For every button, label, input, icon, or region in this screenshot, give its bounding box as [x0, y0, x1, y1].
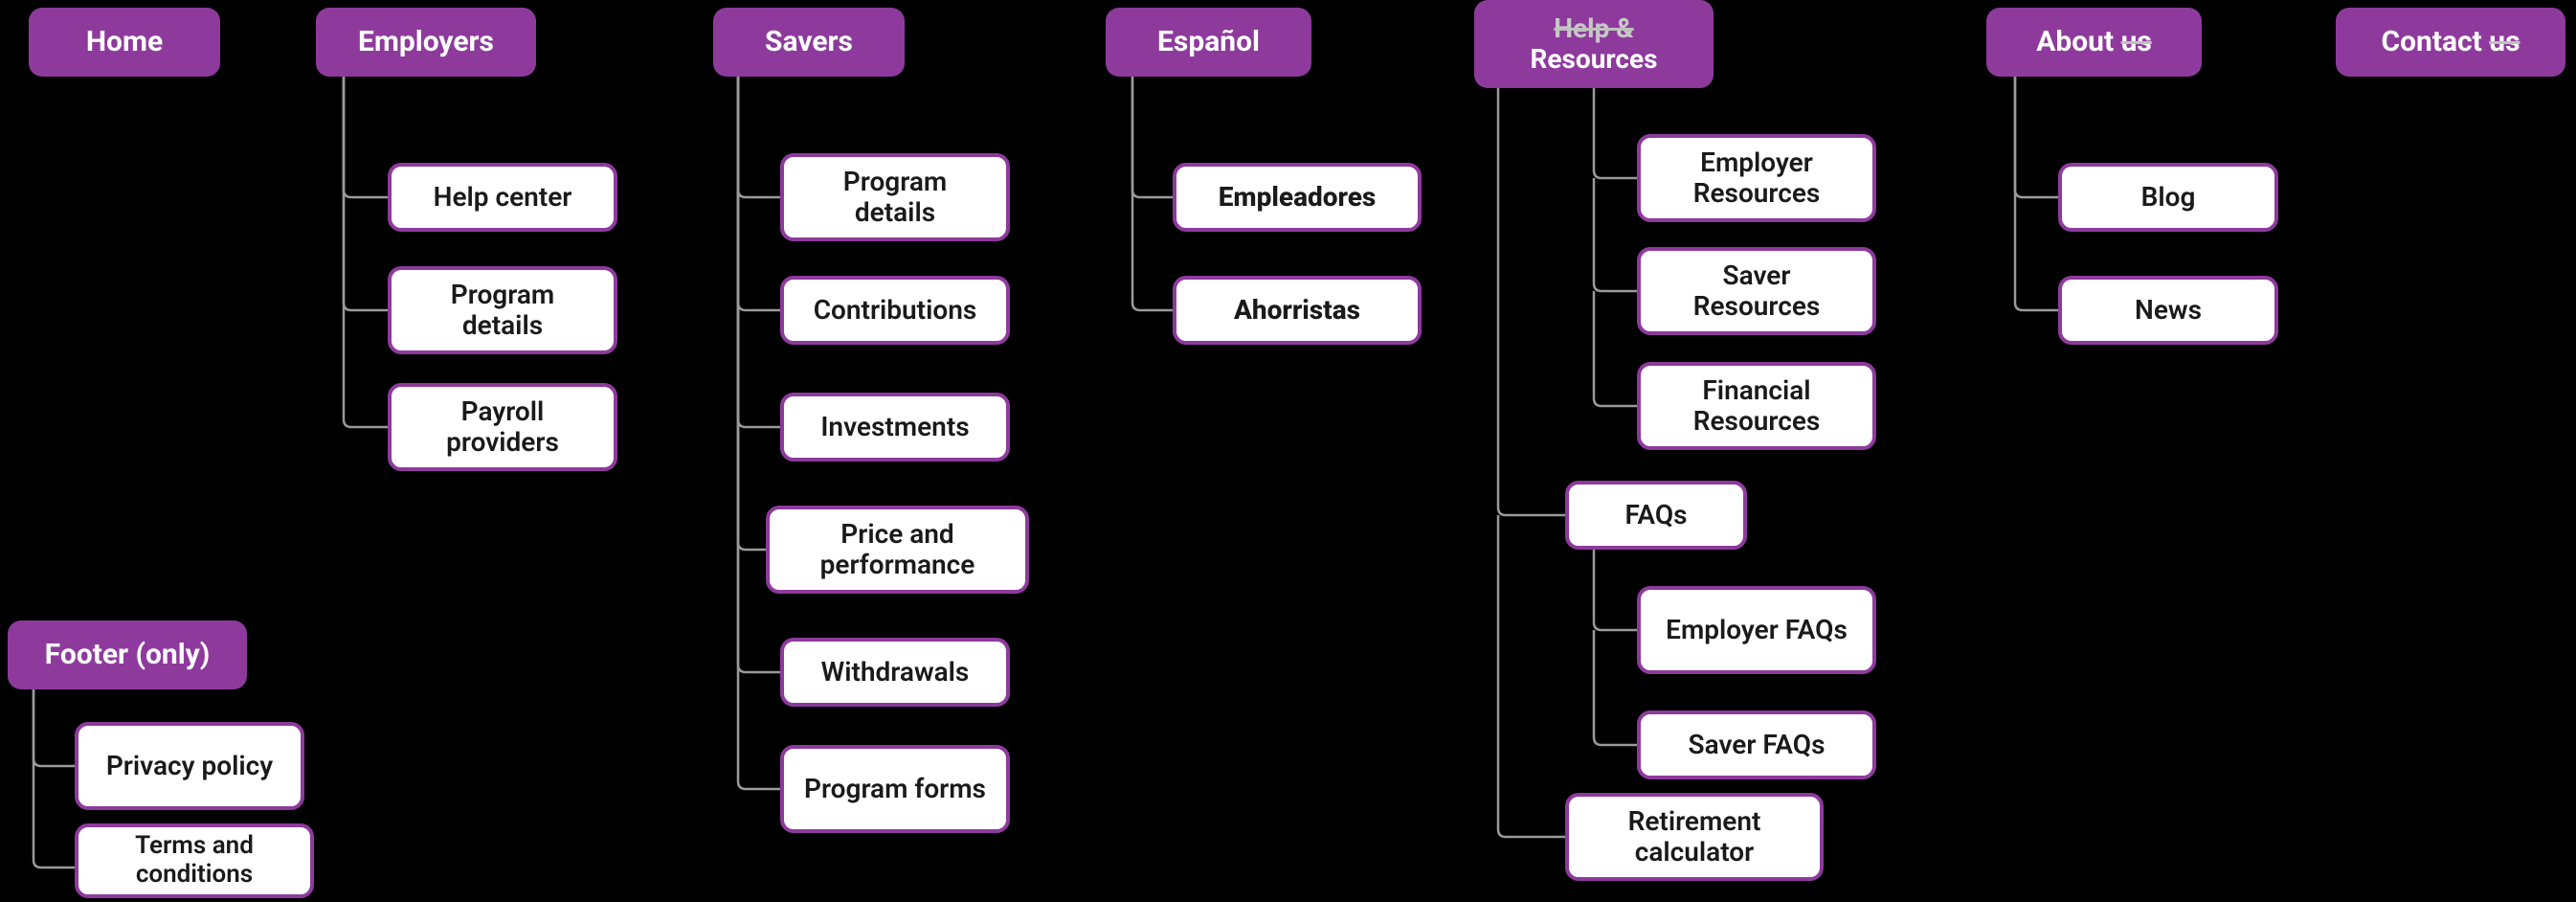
root-savers[interactable]: Savers	[713, 8, 905, 77]
child-savers-3[interactable]: Price and performance	[766, 506, 1029, 594]
connector-lines	[0, 0, 2576, 902]
root-help[interactable]: Help & Resources	[1474, 0, 1714, 88]
root-about-label: About us	[2036, 26, 2152, 59]
child-help-g1-2[interactable]: Financial Resources	[1637, 362, 1876, 450]
root-help-label: Help & Resources	[1530, 13, 1657, 75]
child-about-1[interactable]: News	[2058, 276, 2278, 345]
root-contact-label: Contact us	[2381, 26, 2520, 59]
child-help-faqs-0[interactable]: Employer FAQs	[1637, 586, 1876, 674]
root-employers-label: Employers	[358, 26, 494, 59]
root-footer-label: Footer (only)	[45, 639, 211, 672]
child-employers-2[interactable]: Payroll providers	[388, 383, 617, 471]
child-employers-0[interactable]: Help center	[388, 163, 617, 232]
child-savers-0[interactable]: Program details	[780, 153, 1010, 241]
child-savers-4[interactable]: Withdrawals	[780, 638, 1010, 707]
child-espanol-0[interactable]: Empleadores	[1173, 163, 1422, 232]
root-home[interactable]: Home	[29, 8, 220, 77]
child-savers-1[interactable]: Contributions	[780, 276, 1010, 345]
child-help-calc[interactable]: Retirement calculator	[1565, 793, 1824, 881]
child-about-0[interactable]: Blog	[2058, 163, 2278, 232]
child-help-faqs-1[interactable]: Saver FAQs	[1637, 710, 1876, 779]
root-savers-label: Savers	[765, 26, 853, 59]
root-espanol[interactable]: Español	[1106, 8, 1311, 77]
root-contact[interactable]: Contact us	[2336, 8, 2565, 77]
child-savers-2[interactable]: Investments	[780, 393, 1010, 462]
root-about[interactable]: About us	[1986, 8, 2202, 77]
root-espanol-label: Español	[1157, 26, 1260, 59]
child-help-g1-0[interactable]: Employer Resources	[1637, 134, 1876, 222]
child-savers-5[interactable]: Program forms	[780, 745, 1010, 833]
child-espanol-1[interactable]: Ahorristas	[1173, 276, 1422, 345]
child-footer-1[interactable]: Terms and conditions	[75, 823, 314, 898]
child-footer-0[interactable]: Privacy policy	[75, 722, 304, 810]
child-help-g1-1[interactable]: Saver Resources	[1637, 247, 1876, 335]
child-help-faqs-root[interactable]: FAQs	[1565, 481, 1747, 550]
root-home-label: Home	[86, 26, 163, 59]
root-footer[interactable]: Footer (only)	[8, 620, 247, 689]
child-employers-1[interactable]: Program details	[388, 266, 617, 354]
root-employers[interactable]: Employers	[316, 8, 536, 77]
